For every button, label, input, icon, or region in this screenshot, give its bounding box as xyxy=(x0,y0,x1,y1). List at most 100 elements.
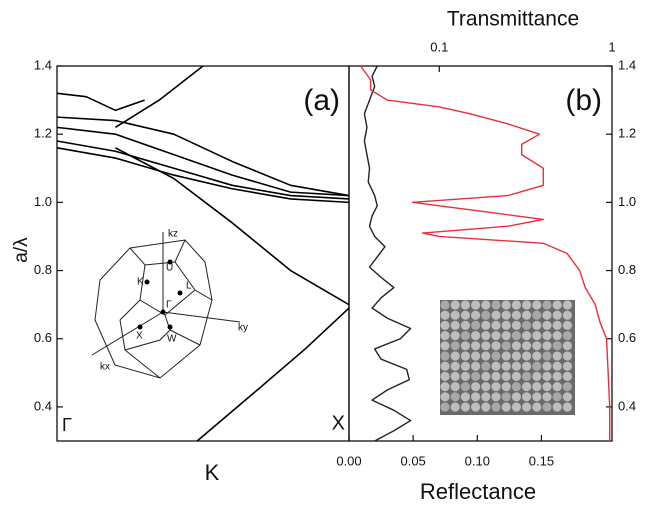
sem-sphere xyxy=(481,300,491,310)
x-tick-label: 0.00 xyxy=(336,453,361,468)
sem-sphere xyxy=(450,300,460,310)
sem-sphere xyxy=(511,351,521,361)
sem-sphere xyxy=(450,351,460,361)
sem-sphere xyxy=(440,331,450,341)
x2-tick-label: 0.1 xyxy=(430,39,448,54)
sem-sphere xyxy=(511,341,521,351)
spectrum-line xyxy=(359,65,611,441)
sem-sphere xyxy=(542,331,552,341)
sem-sphere xyxy=(552,331,562,341)
inset-label: K xyxy=(137,277,144,288)
sem-sphere xyxy=(501,341,511,351)
sem-sphere xyxy=(562,402,573,412)
sem-sphere xyxy=(552,392,562,402)
sem-sphere xyxy=(562,331,573,341)
sem-sphere xyxy=(542,351,552,361)
sem-sphere xyxy=(562,310,573,320)
sem-sphere xyxy=(562,371,573,381)
sem-sphere xyxy=(450,402,460,412)
sem-sphere xyxy=(511,392,521,402)
sem-sphere xyxy=(481,351,491,361)
sem-sphere xyxy=(450,331,460,341)
sem-sphere xyxy=(501,361,511,371)
sem-sphere xyxy=(552,300,562,310)
sem-sphere xyxy=(450,341,460,351)
sem-sphere xyxy=(552,341,562,351)
sem-sphere xyxy=(450,382,460,392)
sem-sphere xyxy=(542,361,552,371)
sem-sphere xyxy=(491,371,501,381)
y-tick-label: 1.4 xyxy=(34,57,52,72)
sem-sphere xyxy=(501,392,511,402)
sem-sphere xyxy=(511,320,521,330)
sem-sphere xyxy=(532,371,542,381)
sem-sphere xyxy=(542,320,552,330)
sem-sphere xyxy=(491,331,501,341)
sem-sphere xyxy=(542,392,552,402)
sem-sphere xyxy=(440,402,450,412)
sem-sphere xyxy=(522,310,532,320)
inset-label: W xyxy=(167,334,177,345)
band-line xyxy=(56,140,350,200)
band-line xyxy=(56,147,350,204)
sem-sphere xyxy=(481,361,491,371)
sem-sphere xyxy=(460,402,470,412)
y2-tick-label: 1.4 xyxy=(618,57,636,72)
sem-sphere xyxy=(532,382,542,392)
y2-tick-label: 1.2 xyxy=(618,126,636,141)
band-line xyxy=(56,116,350,197)
sem-sphere xyxy=(471,371,481,381)
y-axis-label: a/λ xyxy=(11,237,32,263)
y-tick-label: 0.6 xyxy=(34,330,52,345)
sem-sphere xyxy=(522,341,532,351)
sem-sphere xyxy=(481,402,491,412)
sem-sphere xyxy=(542,402,552,412)
sem-sphere xyxy=(542,382,552,392)
band-line xyxy=(196,307,350,442)
panel-a-frame xyxy=(56,65,350,442)
inset-label: Γ xyxy=(166,300,172,311)
sem-sphere xyxy=(511,310,521,320)
sem-sphere xyxy=(471,331,481,341)
sem-sphere xyxy=(552,320,562,330)
sem-sphere xyxy=(471,402,481,412)
sem-sphere xyxy=(471,300,481,310)
sem-sphere xyxy=(501,331,511,341)
sem-sphere xyxy=(491,320,501,330)
y-tick-label: 1.0 xyxy=(34,194,52,209)
sem-sphere xyxy=(471,351,481,361)
sem-sphere xyxy=(460,300,470,310)
sem-sphere xyxy=(450,361,460,371)
sem-sphere xyxy=(460,351,470,361)
sem-sphere xyxy=(440,382,450,392)
sem-sphere xyxy=(562,300,573,310)
sem-sphere xyxy=(562,361,573,371)
x-tick-label: 0.15 xyxy=(529,453,554,468)
sem-sphere xyxy=(491,310,501,320)
sem-sphere xyxy=(460,320,470,330)
sem-sphere xyxy=(562,320,573,330)
sem-sphere xyxy=(532,331,542,341)
sem-sphere xyxy=(511,331,521,341)
sem-sphere xyxy=(491,351,501,361)
sem-sphere xyxy=(532,351,542,361)
sem-sphere xyxy=(552,402,562,412)
sem-sphere xyxy=(532,402,542,412)
sem-sphere xyxy=(501,351,511,361)
sem-sphere xyxy=(532,361,542,371)
sem-sphere xyxy=(522,331,532,341)
sem-sphere xyxy=(532,392,542,402)
sem-sphere xyxy=(522,371,532,381)
y2-tick-label: 0.8 xyxy=(618,262,636,277)
sem-sphere xyxy=(562,392,573,402)
sem-sphere xyxy=(460,392,470,402)
sem-sphere xyxy=(481,331,491,341)
sem-sphere xyxy=(552,371,562,381)
sem-sphere xyxy=(542,341,552,351)
sem-image xyxy=(440,300,575,415)
sem-sphere xyxy=(511,371,521,381)
panel-label: (b) xyxy=(565,84,602,117)
sem-sphere xyxy=(460,331,470,341)
sem-sphere xyxy=(481,382,491,392)
